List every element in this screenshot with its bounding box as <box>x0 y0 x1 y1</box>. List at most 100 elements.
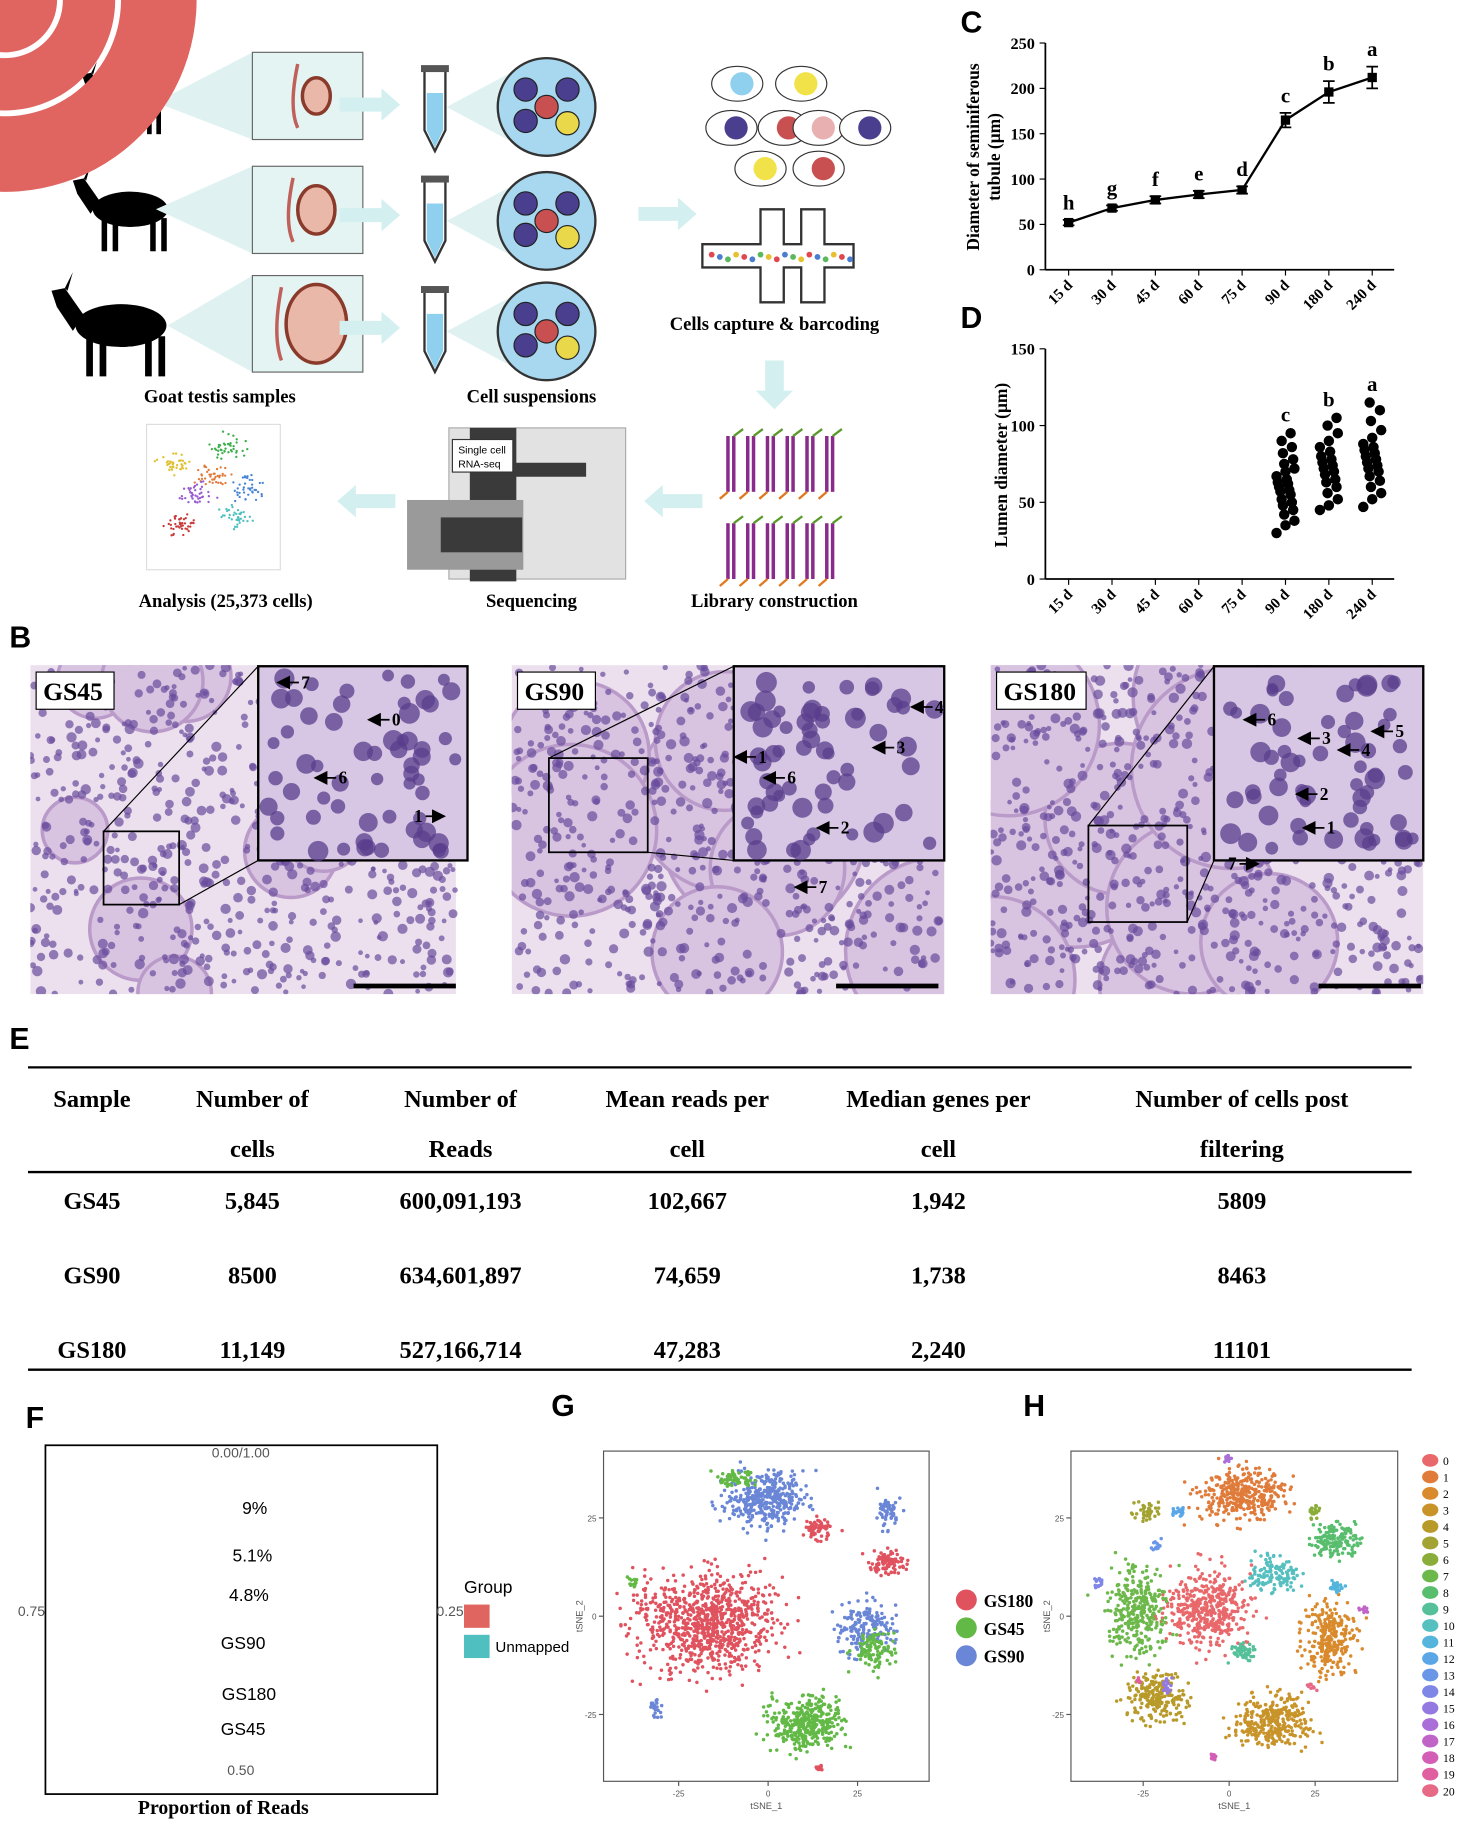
nucleus <box>638 748 645 755</box>
inset-nucleus <box>1312 745 1329 762</box>
nucleus <box>184 816 193 825</box>
cell-point <box>664 1611 669 1615</box>
nucleus <box>286 936 293 944</box>
cell-point <box>672 1602 677 1607</box>
thumb-dot <box>216 453 220 456</box>
cell-point <box>893 1500 898 1505</box>
thumb-dot <box>235 512 238 516</box>
nucleus <box>1183 816 1191 824</box>
goat-head <box>51 288 84 331</box>
nucleus <box>45 888 51 894</box>
cell-point <box>673 1657 678 1661</box>
nucleus <box>88 821 95 828</box>
thumb-dot <box>227 433 230 436</box>
cell-point <box>639 1641 643 1645</box>
nucleus <box>647 863 656 872</box>
nucleus <box>576 833 584 841</box>
cell-point <box>791 1711 796 1715</box>
cell-point <box>798 1650 802 1655</box>
nucleus <box>1221 938 1230 948</box>
bead <box>822 256 829 263</box>
nucleus <box>60 786 66 792</box>
nucleus <box>1001 940 1011 950</box>
nucleus <box>66 732 77 743</box>
nucleus <box>85 711 95 721</box>
nucleus <box>991 889 1000 898</box>
nucleus <box>1367 895 1376 904</box>
thumb-dot <box>232 444 235 448</box>
cell-point <box>770 1617 775 1621</box>
cell-point <box>842 1615 847 1620</box>
cell-type-number: 0 <box>392 710 401 730</box>
cell <box>513 77 538 102</box>
nucleus <box>1027 888 1034 895</box>
thumb-dot <box>249 488 252 491</box>
cell-point <box>745 1531 750 1535</box>
thumb-dot <box>230 503 234 507</box>
nucleus <box>556 915 565 925</box>
cell-point <box>873 1598 877 1603</box>
nucleus <box>120 871 129 880</box>
tube-liquid <box>426 93 444 148</box>
cell-point <box>683 1600 687 1604</box>
thumb-dot <box>241 476 245 479</box>
nucleus <box>665 754 672 762</box>
nucleus <box>406 916 415 925</box>
nucleus <box>702 798 713 809</box>
cell-point <box>894 1518 898 1522</box>
thumb-dot <box>167 522 170 526</box>
cell-point <box>773 1477 778 1481</box>
nucleus <box>383 988 394 995</box>
cell-point <box>790 1498 794 1503</box>
nucleus <box>327 922 336 930</box>
thumb-dot <box>207 495 211 498</box>
x-tick-label: 75 d <box>1219 586 1250 617</box>
nucleus <box>1046 804 1052 810</box>
nucleus <box>58 796 65 803</box>
nucleus <box>429 886 438 894</box>
workflow-label: Goat testis samples <box>144 386 296 407</box>
cell-point <box>767 1513 772 1517</box>
nucleus <box>1416 943 1421 949</box>
beam <box>446 296 512 367</box>
cell-point <box>775 1618 780 1622</box>
point <box>1280 520 1291 531</box>
x-tick-label: 240 d <box>1344 277 1380 313</box>
testis <box>295 183 337 236</box>
cell-point <box>715 1607 720 1611</box>
cell-point <box>671 1573 676 1578</box>
nucleus <box>1416 975 1423 982</box>
cell-point <box>735 1594 740 1598</box>
cell-point <box>715 1629 720 1633</box>
cell-point <box>696 1586 700 1590</box>
nucleus <box>1357 921 1364 928</box>
cell-point <box>857 1620 861 1624</box>
cell-point <box>813 1532 817 1536</box>
cell-point <box>712 1621 716 1625</box>
thumb-dot <box>181 524 185 527</box>
thumb-dot <box>189 491 192 494</box>
cell-point <box>722 1509 727 1513</box>
nucleus <box>1117 707 1128 718</box>
nucleus <box>585 958 593 966</box>
nucleus <box>1225 896 1233 904</box>
nucleus <box>186 750 194 758</box>
cell-point <box>784 1602 789 1607</box>
nucleus <box>703 778 712 787</box>
cell <box>811 156 835 181</box>
nucleus <box>605 688 612 696</box>
nucleus <box>1132 926 1143 937</box>
cell-point <box>898 1565 902 1569</box>
thumb-dot <box>199 487 202 491</box>
cell-point <box>615 1591 619 1596</box>
thumb-dot <box>196 501 199 504</box>
goat-body <box>92 191 168 227</box>
cell-point <box>733 1648 738 1652</box>
value-label: 5.1% <box>233 1546 273 1566</box>
cell-point <box>787 1484 792 1488</box>
thumb-dot <box>183 522 187 525</box>
nucleus <box>128 986 135 993</box>
cell-point <box>668 1606 673 1610</box>
cell-point <box>737 1655 741 1659</box>
nucleus <box>127 832 137 842</box>
